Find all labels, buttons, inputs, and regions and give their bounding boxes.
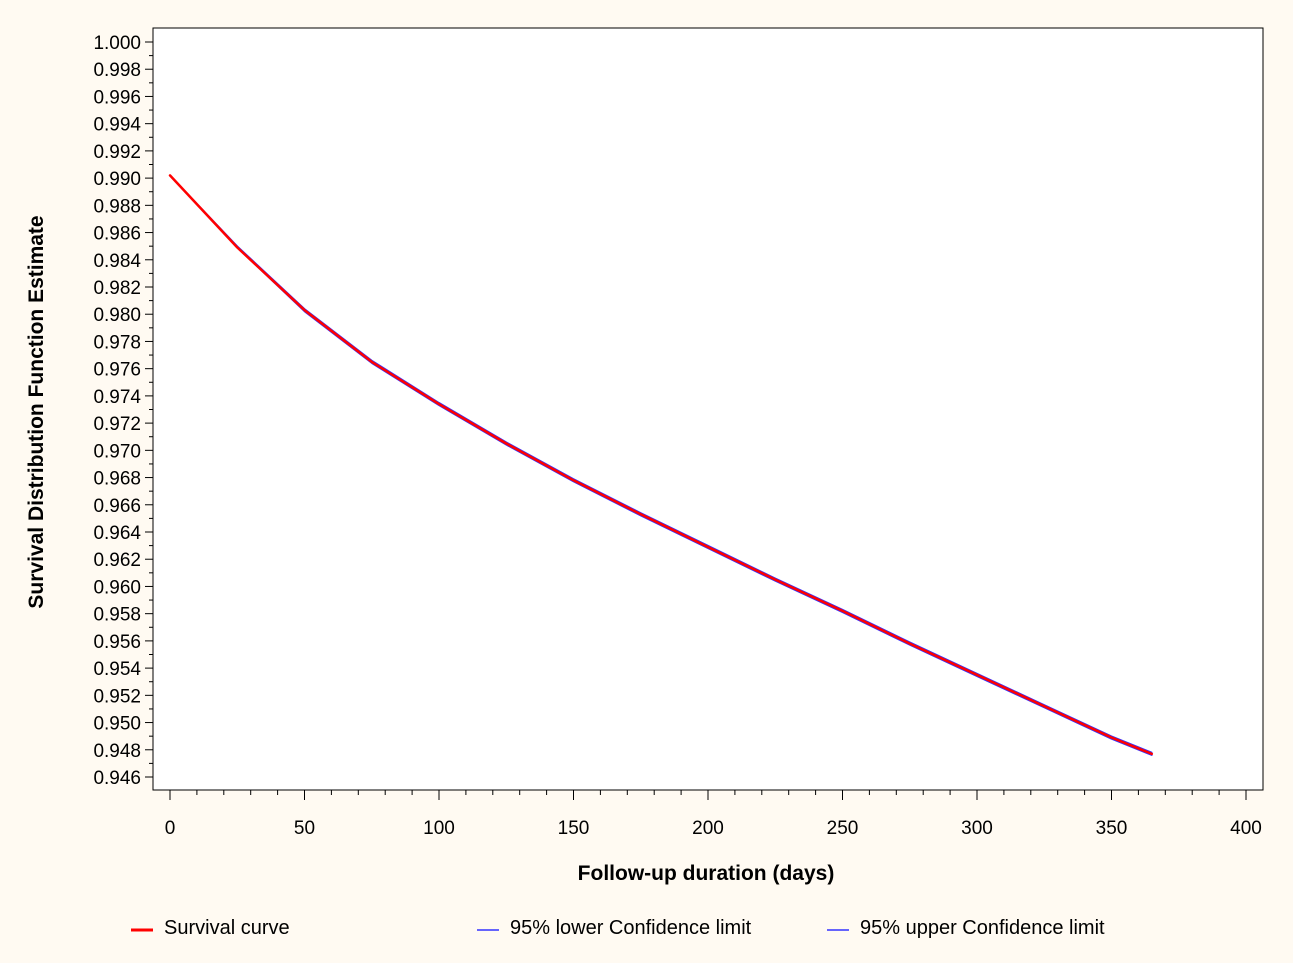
x-axis: 0 50 100 150 200 250 300 350 400 — [165, 790, 1262, 839]
x-tick-label: 200 — [692, 818, 724, 839]
y-tick-label: 0.952 — [93, 686, 141, 707]
y-tick-label: 0.988 — [93, 196, 141, 217]
y-tick-label: 0.976 — [93, 360, 141, 381]
y-tick-label: 0.994 — [93, 115, 141, 136]
y-tick-label: 0.968 — [93, 469, 141, 490]
y-tick-label: 0.990 — [93, 169, 141, 190]
legend-label: 95% lower Confidence limit — [510, 917, 752, 939]
y-tick-label: 0.984 — [93, 251, 141, 272]
x-tick-label: 50 — [294, 818, 315, 839]
y-tick-label: 0.998 — [93, 60, 141, 81]
y-axis: 0.946 0.948 0.950 0.952 0.954 0.956 0.958 0.960… — [93, 33, 153, 789]
y-tick-label: 0.954 — [93, 659, 141, 680]
series-lines — [168, 174, 1154, 756]
x-tick-label: 300 — [961, 818, 993, 839]
y-tick-label: 0.996 — [93, 87, 141, 108]
y-tick-label: 0.980 — [93, 305, 141, 326]
y-tick-label: 0.982 — [93, 278, 141, 299]
y-tick-label: 0.986 — [93, 224, 141, 245]
legend-label: 95% upper Confidence limit — [860, 917, 1105, 939]
x-tick-label: 250 — [827, 818, 859, 839]
y-tick-label: 0.946 — [93, 768, 141, 789]
y-tick-label: 0.974 — [93, 387, 141, 408]
legend-label: Survival curve — [164, 917, 290, 939]
series-line-survival — [168, 174, 1154, 756]
x-tick-label: 150 — [558, 818, 590, 839]
y-tick-label: 0.966 — [93, 496, 141, 517]
y-tick-label: 0.978 — [93, 332, 141, 353]
y-tick-label: 0.964 — [93, 523, 141, 544]
legend: Survival curve 95% lower Confidence limit… — [131, 917, 1105, 939]
y-tick-label: 0.970 — [93, 441, 141, 462]
y-tick-label: 1.000 — [93, 33, 141, 54]
x-axis-title: Follow-up duration (days) — [578, 862, 835, 885]
x-tick-label: 0 — [165, 818, 176, 839]
x-tick-label: 400 — [1230, 818, 1262, 839]
x-tick-label: 350 — [1096, 818, 1128, 839]
plot-area — [152, 27, 1264, 791]
y-tick-label: 0.956 — [93, 632, 141, 653]
x-tick-label: 100 — [423, 818, 455, 839]
y-tick-label: 0.950 — [93, 714, 141, 735]
y-tick-label: 0.958 — [93, 605, 141, 626]
y-tick-label: 0.992 — [93, 142, 141, 163]
y-tick-label: 0.972 — [93, 414, 141, 435]
y-tick-label: 0.962 — [93, 550, 141, 571]
y-tick-label: 0.960 — [93, 577, 141, 598]
y-axis-title: Survival Distribution Function Estimate — [25, 215, 48, 608]
y-tick-label: 0.948 — [93, 741, 141, 762]
